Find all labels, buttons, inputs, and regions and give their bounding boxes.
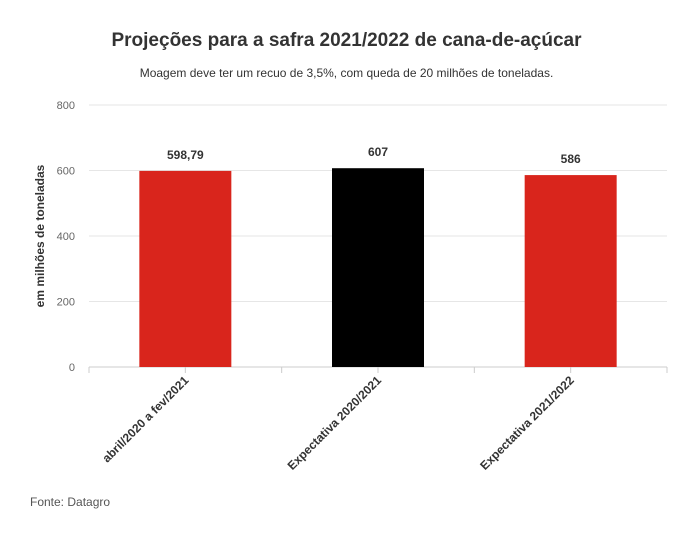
y-tick-label: 0	[69, 362, 75, 374]
chart-title: Projeções para a safra 2021/2022 de cana…	[111, 30, 582, 51]
bar	[332, 168, 424, 367]
data-label: 598,79	[167, 148, 204, 162]
chart-subtitle: Moagem deve ter um recuo de 3,5%, com qu…	[139, 66, 554, 80]
bar	[139, 170, 232, 367]
x-tick-label: Expectativa 2021/2022	[477, 373, 577, 473]
x-tick-label: abril/2020 a fev/2021	[99, 373, 191, 465]
bar	[524, 175, 617, 367]
y-tick-label: 400	[57, 231, 75, 243]
y-axis-title: em milhões de toneladas	[33, 164, 47, 307]
x-tick-label: Expectativa 2020/2021	[285, 373, 385, 473]
y-tick-label: 600	[57, 166, 75, 178]
y-tick-label: 800	[57, 100, 75, 112]
data-label: 586	[561, 152, 581, 166]
data-label: 607	[368, 145, 388, 159]
y-tick-label: 200	[57, 297, 75, 309]
source-note: Fonte: Datagro	[30, 495, 111, 509]
